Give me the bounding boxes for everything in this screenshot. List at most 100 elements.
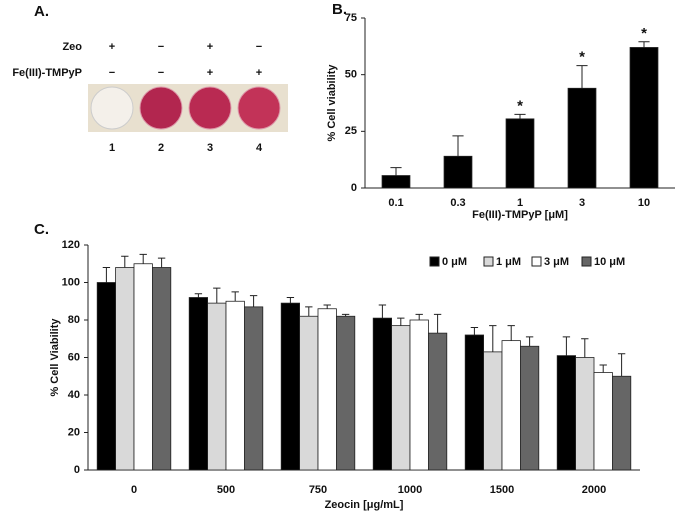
error-bar [249,295,258,307]
y-tick-label: 0 [74,464,80,476]
bar [225,300,245,471]
x-tick-label: 0.3 [450,197,465,209]
bar [133,263,153,471]
x-tick-label: 3 [579,197,585,209]
x-tick-label: 1 [517,197,523,209]
error-bar [378,304,387,319]
bar [96,282,116,471]
error-bar [576,65,588,89]
bar [629,47,659,189]
x-tick-label: 0.1 [388,197,403,209]
bar [372,317,393,471]
error-bar [231,291,239,302]
well [90,86,134,130]
error-bar [213,287,221,304]
y-tick-label: 50 [345,69,357,81]
error-bar [323,304,331,309]
error-bar [390,167,402,176]
y-tick-label: 120 [62,239,80,251]
sign: − [109,67,115,79]
error-bar [139,253,147,264]
well [237,86,281,130]
panel-label: A. [34,3,49,20]
error-bar [581,338,589,358]
bar [299,315,319,471]
error-bar [305,306,313,317]
error-bar [102,267,111,283]
bar [427,332,448,471]
bar [317,308,337,471]
y-axis-label: % Cell Viability [49,318,61,397]
bar [188,297,208,471]
error-bar [415,313,423,320]
error-bar [525,336,534,347]
well-number: 1 [109,142,115,154]
error-bar [507,325,515,341]
well-number: 4 [256,142,263,154]
x-tick-label: 750 [309,484,327,496]
bar [243,306,264,471]
x-tick-label: 1000 [398,484,422,496]
y-tick-label: 40 [68,389,80,401]
error-bar [433,313,442,334]
error-bar [514,113,526,119]
bar [505,118,535,189]
well-number: 2 [158,142,164,154]
x-tick-label: 2000 [582,484,606,496]
x-tick-label: 500 [217,484,235,496]
error-bar [397,317,405,326]
well-number: 3 [207,142,213,154]
bar [207,302,227,471]
legend-label: 1 μM [496,256,521,268]
well [188,86,232,130]
bar [501,340,521,471]
bar [115,267,135,471]
y-tick-label: 25 [345,125,357,137]
bar [520,345,540,471]
sign: + [207,41,213,53]
error-bar [194,293,203,298]
significance-marker: * [641,25,647,42]
error-bar [638,41,650,48]
panel-label: C. [34,221,49,238]
y-tick-label: 20 [68,426,80,438]
sign: − [158,41,164,53]
bar [391,325,411,471]
well [139,86,183,130]
bar [443,155,473,189]
error-bar [562,336,571,356]
error-bar [341,313,350,317]
y-tick-label: 100 [62,276,80,288]
x-tick-label: 10 [638,197,650,209]
bar [556,355,577,471]
sign: − [158,67,164,79]
legend-label: 3 μM [544,256,569,268]
y-tick-label: 0 [351,182,357,194]
legend-swatch [483,256,494,267]
x-axis-label: Fe(III)-TMPyP [μM] [472,209,568,221]
error-bar [470,327,479,335]
legend-swatch [581,256,592,267]
row-label: Fe(III)-TMPyP [12,67,82,79]
significance-marker: * [517,97,523,114]
legend-label: 0 μM [442,256,467,268]
error-bar [599,364,607,373]
bar [280,302,301,471]
x-axis-label: Zeocin [μg/mL] [325,499,404,511]
error-bar [286,297,295,304]
bar [575,357,595,471]
bar [409,319,429,471]
bar [593,372,613,471]
sign: + [109,41,115,53]
bar [567,87,597,189]
y-axis-label: % Cell viability [326,64,338,142]
sign: + [256,67,262,79]
panel-label: B. [332,1,347,18]
y-tick-label: 60 [68,351,80,363]
error-bar [489,325,497,352]
bar [335,315,356,471]
error-bar [452,135,464,157]
error-bar [157,257,166,268]
error-bar [121,255,129,268]
